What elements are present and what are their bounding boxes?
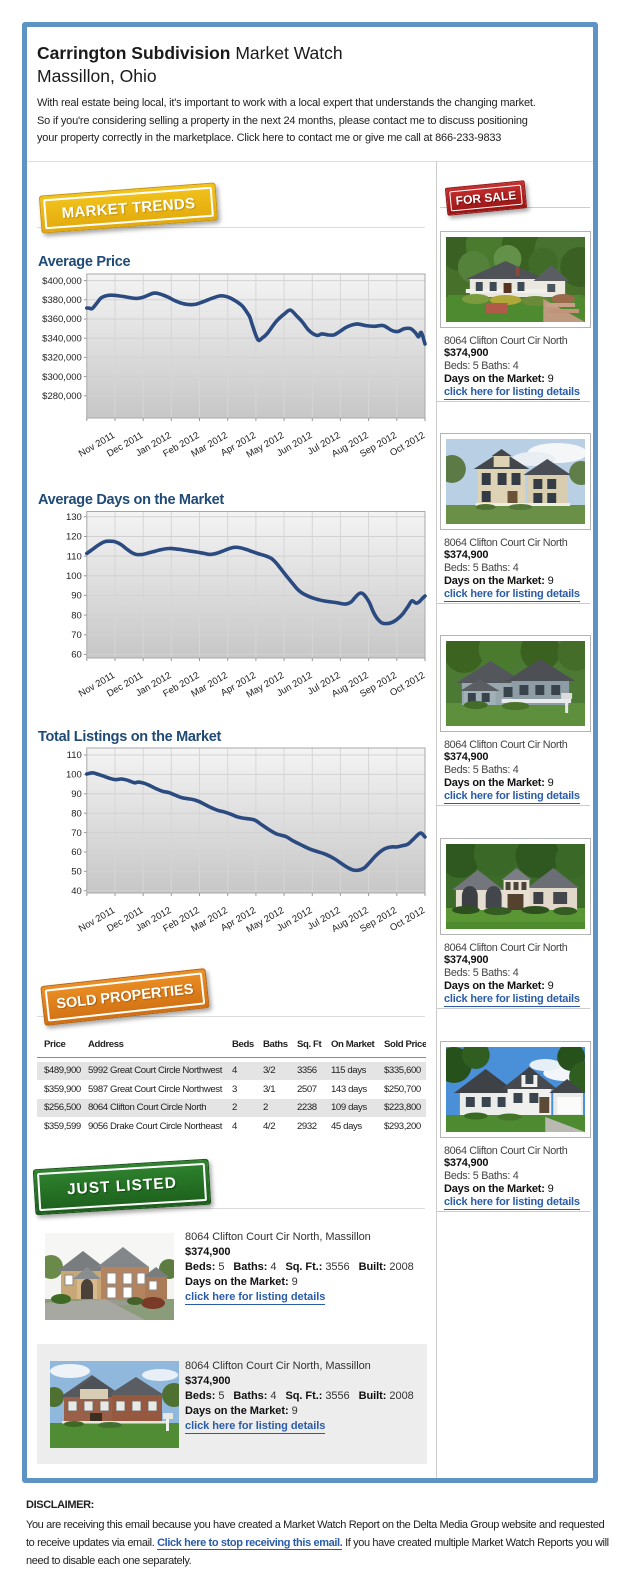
svg-text:100: 100 bbox=[66, 770, 82, 781]
svg-text:90: 90 bbox=[71, 591, 82, 602]
svg-text:80: 80 bbox=[71, 808, 82, 819]
svg-text:40: 40 bbox=[71, 886, 82, 897]
svg-text:110: 110 bbox=[67, 750, 82, 761]
svg-text:90: 90 bbox=[71, 789, 82, 800]
svg-text:$300,000: $300,000 bbox=[42, 372, 82, 383]
svg-text:110: 110 bbox=[67, 551, 82, 562]
svg-text:130: 130 bbox=[66, 512, 82, 523]
svg-text:100: 100 bbox=[66, 571, 82, 582]
svg-text:$280,000: $280,000 bbox=[42, 391, 82, 402]
svg-text:$360,000: $360,000 bbox=[42, 314, 82, 325]
svg-text:120: 120 bbox=[66, 532, 82, 543]
svg-text:$320,000: $320,000 bbox=[42, 353, 82, 364]
svg-text:$380,000: $380,000 bbox=[42, 295, 82, 306]
svg-text:$340,000: $340,000 bbox=[42, 333, 82, 344]
svg-text:80: 80 bbox=[71, 610, 82, 621]
svg-text:$400,000: $400,000 bbox=[42, 276, 82, 287]
svg-text:70: 70 bbox=[71, 828, 82, 839]
svg-text:60: 60 bbox=[71, 650, 82, 661]
svg-text:60: 60 bbox=[71, 847, 82, 858]
svg-text:50: 50 bbox=[71, 867, 82, 878]
svg-text:70: 70 bbox=[71, 630, 82, 641]
